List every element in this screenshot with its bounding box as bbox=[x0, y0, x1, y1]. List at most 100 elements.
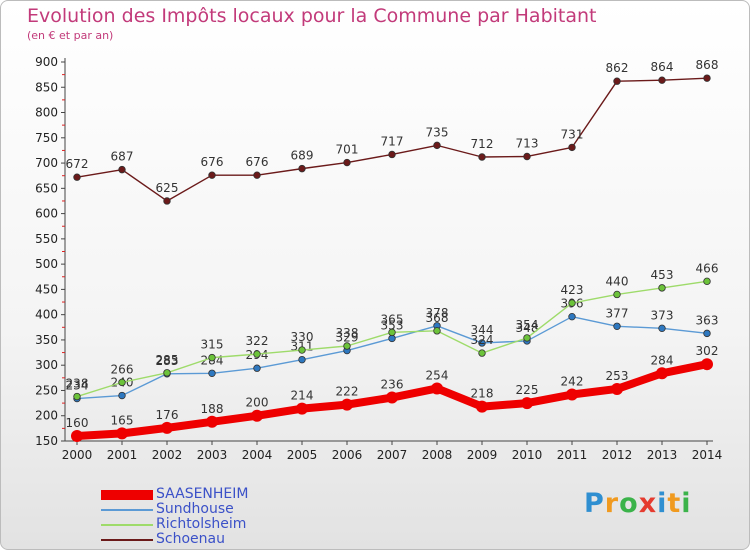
data-label: 368 bbox=[426, 311, 449, 325]
data-point bbox=[208, 171, 216, 179]
data-point bbox=[521, 397, 533, 410]
data-point bbox=[163, 197, 171, 205]
data-point bbox=[206, 415, 218, 428]
data-label: 236 bbox=[381, 378, 404, 392]
data-point bbox=[658, 284, 666, 292]
y-tick-label: 550 bbox=[35, 232, 58, 246]
data-point bbox=[613, 290, 621, 299]
legend-label: SAASENHEIM bbox=[156, 486, 249, 502]
legend-label: Schoenau bbox=[156, 531, 225, 547]
data-label: 329 bbox=[336, 331, 359, 345]
data-point bbox=[656, 367, 668, 380]
data-point bbox=[433, 141, 441, 150]
data-point bbox=[163, 369, 171, 377]
data-label: 365 bbox=[381, 312, 404, 326]
x-tick-label: 2008 bbox=[422, 448, 453, 462]
data-label: 348 bbox=[516, 321, 539, 335]
legend-item-saasenheim: SAASENHEIM bbox=[101, 487, 301, 502]
proxiti-logo: Proxiti bbox=[584, 488, 692, 519]
data-label: 322 bbox=[246, 334, 269, 348]
data-point bbox=[476, 400, 488, 413]
x-tick-label: 2006 bbox=[332, 448, 363, 462]
x-tick-label: 2005 bbox=[287, 448, 318, 462]
x-tick-label: 2007 bbox=[377, 448, 408, 462]
data-label: 363 bbox=[696, 313, 719, 327]
data-label: 440 bbox=[606, 274, 629, 288]
y-tick-label: 750 bbox=[35, 131, 58, 145]
data-point bbox=[388, 334, 396, 343]
data-label: 676 bbox=[246, 155, 269, 169]
chart-title: Evolution des Impôts locaux pour la Comm… bbox=[27, 5, 597, 27]
x-tick-label: 2011 bbox=[557, 448, 588, 462]
data-point bbox=[703, 74, 711, 82]
legend-line bbox=[101, 509, 153, 511]
data-point bbox=[478, 153, 486, 161]
x-tick-label: 2012 bbox=[602, 448, 633, 462]
data-point bbox=[116, 427, 128, 440]
data-point bbox=[73, 173, 81, 181]
data-point bbox=[208, 353, 216, 362]
data-label: 302 bbox=[696, 344, 719, 358]
data-point bbox=[568, 143, 576, 152]
data-point bbox=[386, 391, 398, 404]
y-tick-label: 900 bbox=[35, 55, 58, 69]
data-label: 453 bbox=[651, 268, 674, 282]
data-point bbox=[343, 342, 351, 350]
x-tick-label: 2009 bbox=[467, 448, 498, 462]
data-point bbox=[611, 382, 623, 395]
data-point bbox=[161, 421, 173, 434]
x-tick-label: 2010 bbox=[512, 448, 543, 462]
data-label: 672 bbox=[66, 157, 89, 171]
data-label: 713 bbox=[516, 136, 539, 150]
logo-letter: t bbox=[667, 488, 682, 519]
data-point bbox=[71, 429, 83, 442]
data-point bbox=[341, 398, 353, 411]
legend-label: Richtolsheim bbox=[156, 516, 247, 532]
data-label: 689 bbox=[291, 149, 314, 163]
data-point bbox=[298, 355, 306, 364]
data-label: 676 bbox=[201, 155, 224, 169]
legend-line bbox=[101, 490, 153, 500]
chart-legend: SAASENHEIM Sundhouse Richtolsheim Schoen… bbox=[101, 487, 301, 547]
data-label: 344 bbox=[471, 323, 494, 337]
data-label: 466 bbox=[696, 261, 719, 275]
data-point bbox=[343, 158, 351, 167]
x-tick-label: 2004 bbox=[242, 448, 273, 462]
data-point bbox=[208, 369, 216, 377]
data-label: 253 bbox=[606, 369, 629, 383]
logo-letter: x bbox=[638, 488, 658, 519]
data-point bbox=[703, 277, 711, 286]
data-label: 284 bbox=[651, 353, 674, 367]
data-point bbox=[118, 391, 126, 400]
logo-letter: P bbox=[584, 488, 605, 519]
data-point bbox=[253, 171, 261, 179]
y-tick-label: 700 bbox=[35, 156, 58, 170]
y-tick-label: 400 bbox=[35, 308, 58, 322]
data-label: 283 bbox=[156, 354, 179, 368]
data-label: 353 bbox=[381, 318, 404, 332]
data-label: 864 bbox=[651, 60, 674, 74]
y-tick-label: 250 bbox=[35, 383, 58, 397]
data-point bbox=[613, 322, 621, 330]
data-label: 165 bbox=[111, 413, 134, 427]
data-label: 354 bbox=[516, 318, 539, 332]
y-tick-label: 600 bbox=[35, 207, 58, 221]
data-point bbox=[388, 328, 396, 337]
legend-label: Sundhouse bbox=[156, 501, 234, 517]
data-label: 687 bbox=[111, 150, 134, 164]
y-tick-label: 850 bbox=[35, 80, 58, 94]
data-point bbox=[253, 364, 261, 372]
data-point bbox=[478, 349, 486, 357]
y-tick-label: 150 bbox=[35, 434, 58, 448]
logo-letter: i bbox=[681, 488, 692, 519]
data-point bbox=[388, 150, 396, 159]
y-tick-label: 300 bbox=[35, 358, 58, 372]
data-label: 330 bbox=[291, 330, 314, 344]
data-point bbox=[568, 299, 576, 307]
y-tick-label: 650 bbox=[35, 181, 58, 195]
data-label: 423 bbox=[561, 283, 584, 297]
data-point bbox=[703, 329, 711, 338]
data-label: 862 bbox=[606, 61, 629, 75]
data-label: 238 bbox=[66, 377, 89, 391]
data-point bbox=[73, 392, 81, 401]
